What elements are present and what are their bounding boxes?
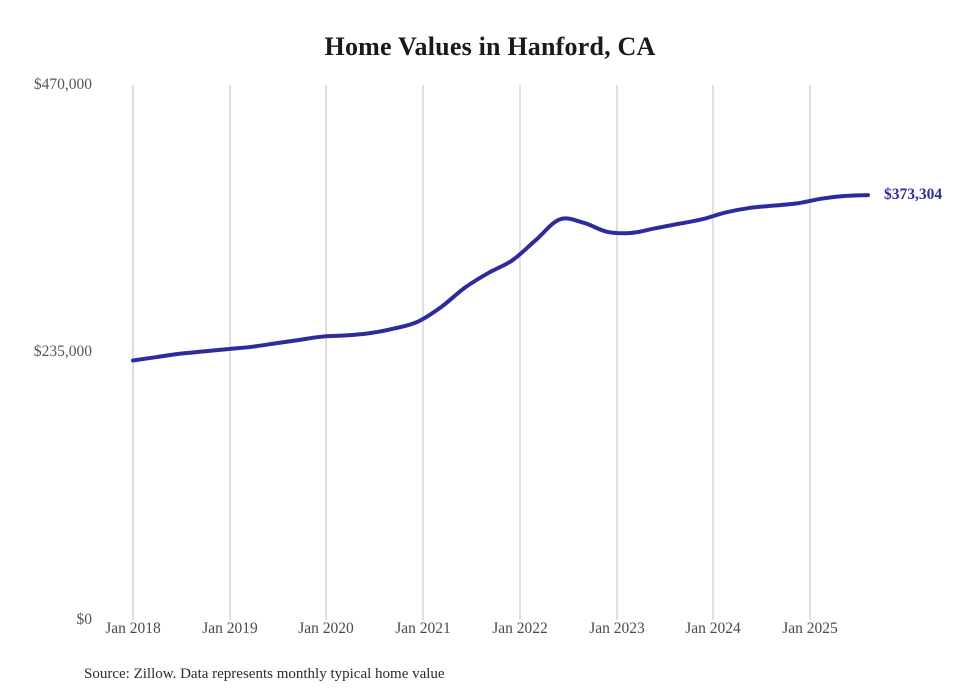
x-axis-tick-jan-2020: Jan 2020 [298, 620, 354, 637]
x-axis-tick-jan-2024: Jan 2024 [685, 620, 741, 637]
x-axis-tick-jan-2022: Jan 2022 [492, 620, 548, 637]
value-line-series [131, 193, 870, 363]
x-axis-tick-jan-2025: Jan 2025 [782, 620, 838, 637]
y-axis-tick-zero: $0 [76, 611, 93, 628]
x-axis-tick-jan-2023: Jan 2023 [589, 620, 645, 637]
source-note: Source: Zillow. Data represents monthly … [84, 666, 445, 682]
y-axis-tick-mid: $235,000 [33, 343, 92, 360]
x-axis-tick-jan-2021: Jan 2021 [395, 620, 451, 637]
gridlines [132, 85, 811, 620]
chart-title: Home Values in Hanford, CA [324, 32, 656, 61]
x-axis-tick-jan-2019: Jan 2019 [202, 620, 258, 637]
end-value-label: $373,304 [884, 186, 943, 204]
x-axis-tick-jan-2018: Jan 2018 [105, 620, 161, 637]
y-axis-tick-top: $470,000 [33, 76, 92, 93]
